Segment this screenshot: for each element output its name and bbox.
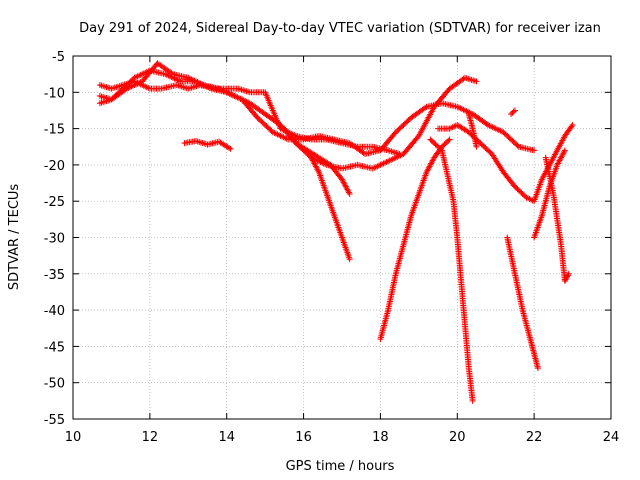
data-point — [315, 167, 322, 174]
data-point — [422, 104, 429, 111]
data-point — [569, 121, 576, 128]
plot-frame — [72, 55, 612, 420]
x-tick-label: 24 — [603, 430, 620, 445]
data-point — [473, 78, 480, 85]
series-track-7 — [377, 136, 453, 343]
y-tick-label: -55 — [44, 413, 65, 428]
series-track-11 — [508, 107, 518, 118]
data-point — [226, 145, 233, 152]
y-tick-label: -25 — [44, 195, 65, 210]
grid-layer — [73, 56, 611, 419]
y-tick-label: -5 — [52, 50, 65, 65]
chart-title: Day 291 of 2024, Sidereal Day-to-day VTE… — [79, 21, 601, 36]
x-tick-label: 16 — [295, 430, 312, 445]
data-point — [561, 148, 568, 155]
y-tick-label: -40 — [44, 304, 65, 319]
data-point — [565, 270, 572, 277]
data-point — [564, 272, 571, 279]
series-track-14 — [542, 154, 572, 285]
data-point — [511, 107, 518, 114]
x-tick-label: 18 — [372, 430, 389, 445]
data-point — [568, 123, 575, 130]
data-point — [561, 147, 568, 154]
data-point — [346, 256, 353, 263]
series-track-3 — [96, 60, 480, 172]
series-track-5 — [281, 125, 353, 197]
x-axis-label: GPS time / hours — [286, 459, 395, 474]
data-point — [510, 108, 517, 115]
x-tick-label: 12 — [142, 430, 159, 445]
series-track-4 — [181, 137, 234, 152]
data-point — [534, 365, 541, 372]
x-tick-label: 10 — [65, 430, 82, 445]
series-track-10 — [465, 111, 480, 150]
y-tick-label: -10 — [44, 86, 65, 101]
data-point — [531, 147, 538, 154]
series-track-12 — [504, 234, 541, 372]
y-tick-label: -50 — [44, 377, 65, 392]
data-point — [345, 189, 352, 196]
x-tick-label: 20 — [449, 430, 466, 445]
series-track-6 — [308, 154, 353, 263]
points-layer — [96, 60, 576, 404]
y-tick-label: -45 — [44, 340, 65, 355]
series-track-8 — [427, 136, 476, 404]
y-tick-label: -30 — [44, 232, 65, 247]
y-tick-label: -35 — [44, 268, 65, 283]
data-point — [227, 145, 234, 152]
x-tick-label: 14 — [218, 430, 235, 445]
tick-layer: 10 12 14 16 18 20 22 24 -5 -10 -15 -20 -25 -30 -35 -40 -… — [44, 50, 620, 445]
data-point — [346, 190, 353, 197]
y-tick-label: -20 — [44, 159, 65, 174]
data-point — [446, 136, 453, 143]
y-tick-label: -15 — [44, 123, 65, 138]
data-point — [168, 70, 175, 77]
data-point — [445, 137, 452, 144]
x-tick-label: 22 — [526, 430, 543, 445]
y-axis-label: SDTVAR / TECUs — [7, 184, 22, 291]
data-point — [469, 397, 476, 404]
data-point — [473, 143, 480, 150]
series-track-9 — [435, 121, 576, 205]
